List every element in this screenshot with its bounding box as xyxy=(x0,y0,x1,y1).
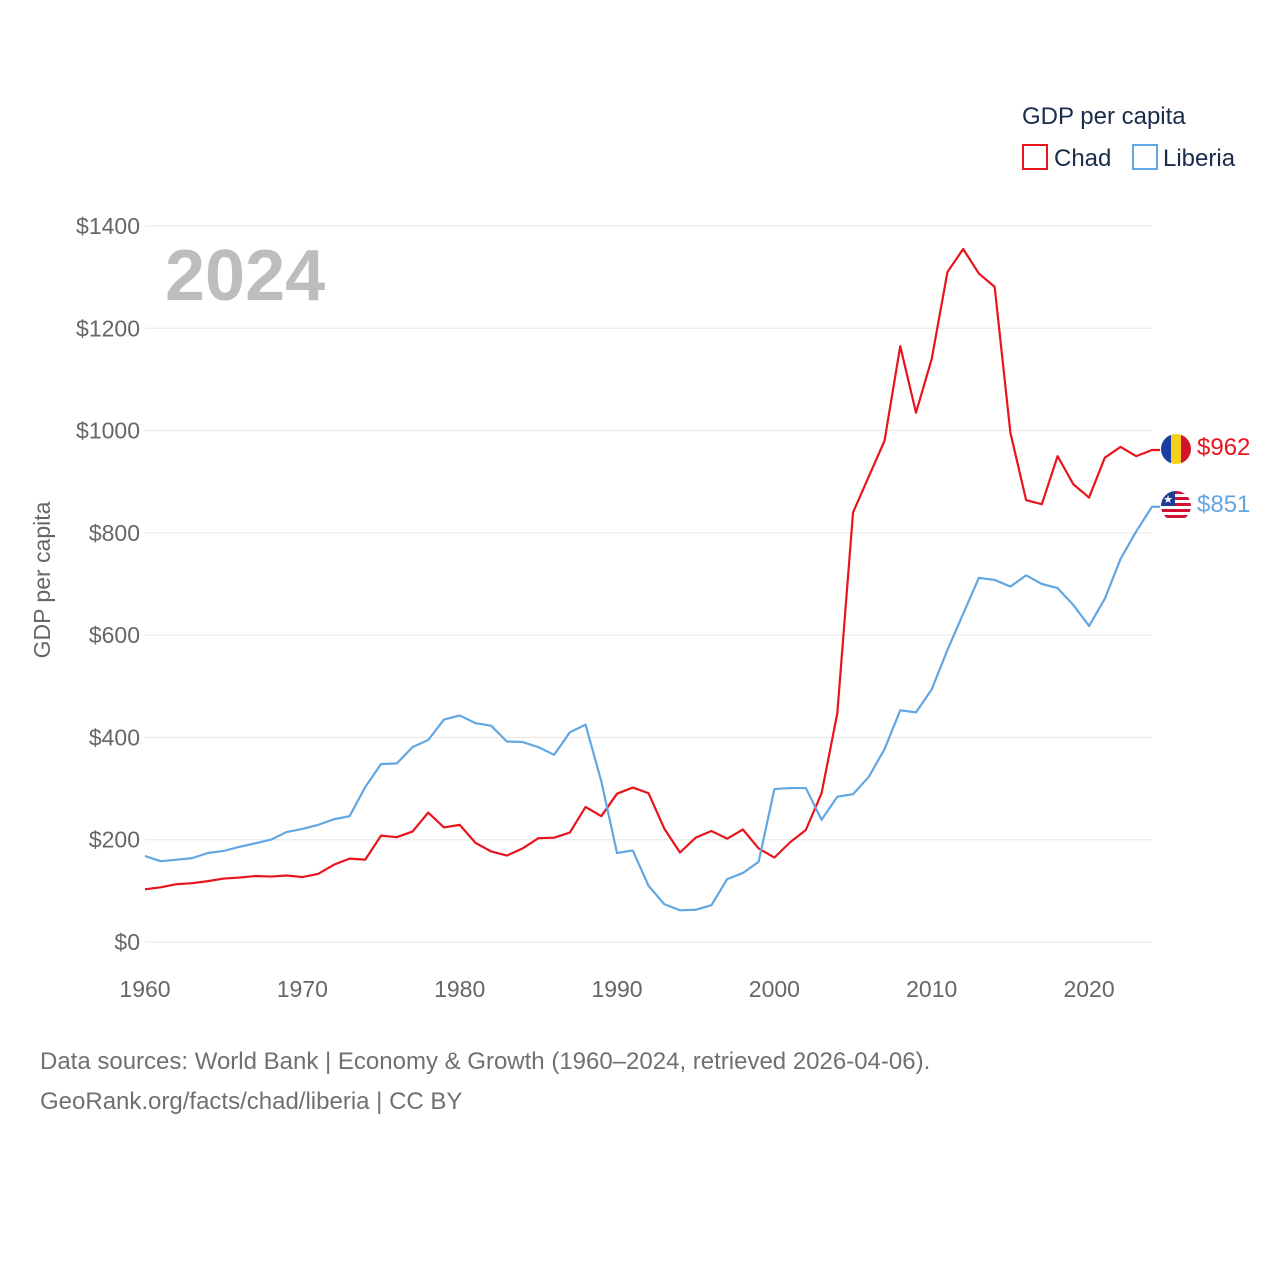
source-link[interactable]: GeoRank.org/facts/chad/liberia | CC BY xyxy=(40,1088,463,1115)
year-label: 2024 xyxy=(165,236,325,316)
y-tick-label: $400 xyxy=(89,724,140,750)
x-tick-label: 1990 xyxy=(591,976,642,1002)
y-tick-label: $1200 xyxy=(76,315,140,341)
y-tick-label: $800 xyxy=(89,520,140,546)
legend-title: GDP per capita xyxy=(1022,103,1186,130)
y-axis-label: GDP per capita xyxy=(29,501,55,658)
legend-label-liberia[interactable]: Liberia xyxy=(1163,145,1236,172)
y-tick-label: $0 xyxy=(114,929,140,955)
series-lines xyxy=(144,247,1160,912)
liberia-end-label: $851 xyxy=(1197,491,1250,518)
footer: Data sources: World Bank | Economy & Gro… xyxy=(40,1042,930,1122)
chad-flag-icon xyxy=(1161,434,1191,464)
x-tick-label: 2020 xyxy=(1063,976,1114,1002)
legend-label-chad[interactable]: Chad xyxy=(1054,145,1111,172)
legend-swatch-chad[interactable] xyxy=(1022,144,1048,170)
svg-text:★: ★ xyxy=(1163,494,1173,506)
series-line-liberia[interactable] xyxy=(144,505,1160,912)
y-tick-label: $1400 xyxy=(76,213,140,239)
x-axis-ticks: 1960 1970 1980 1990 2000 2010 2020 xyxy=(119,976,1114,1002)
series-line-chad[interactable] xyxy=(144,247,1160,891)
legend: GDP per capita Chad Liberia xyxy=(1022,103,1236,172)
liberia-flag-icon: ★ xyxy=(1161,491,1191,521)
y-tick-label: $1000 xyxy=(76,418,140,444)
x-tick-label: 2000 xyxy=(749,976,800,1002)
chad-end-label: $962 xyxy=(1197,434,1250,461)
x-tick-label: 1980 xyxy=(434,976,485,1002)
y-tick-label: $200 xyxy=(89,827,140,853)
x-tick-label: 1960 xyxy=(119,976,170,1002)
data-sources-text: Data sources: World Bank | Economy & Gro… xyxy=(40,1048,931,1075)
y-axis-ticks: $0 $200 $400 $600 $800 $1000 $1200 $1400 xyxy=(76,213,140,955)
legend-swatch-liberia[interactable] xyxy=(1132,144,1158,170)
gridlines xyxy=(145,225,1152,943)
x-tick-label: 2010 xyxy=(906,976,957,1002)
y-tick-label: $600 xyxy=(89,622,140,648)
x-tick-label: 1970 xyxy=(277,976,328,1002)
